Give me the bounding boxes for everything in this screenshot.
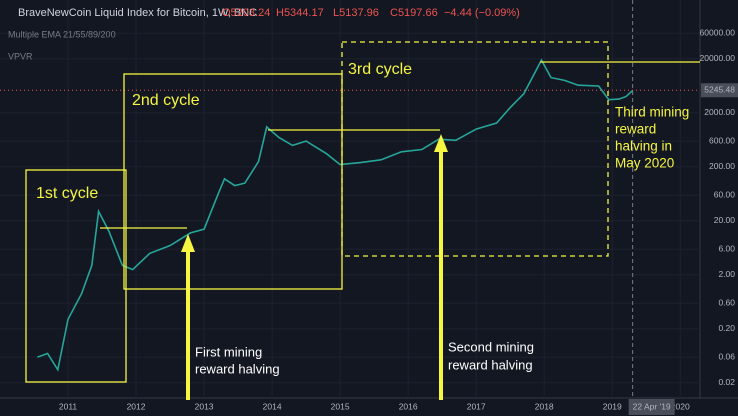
ohlc-value: H5344.17 (276, 7, 324, 19)
y-tick-label: 20.00 (714, 215, 736, 225)
y-tick-label: 0.06 (718, 351, 735, 361)
x-tick-label: 2012 (127, 401, 146, 411)
x-tick-label: 2015 (331, 401, 350, 411)
y-tick-label: 0.60 (718, 297, 735, 307)
annotation: 2nd cycle (132, 92, 200, 109)
arrow-shaft (186, 250, 190, 400)
x-tick-label: 2011 (59, 401, 78, 411)
arrows (181, 134, 448, 400)
chart-title: BraveNewCoin Liquid Index for Bitcoin, 1… (18, 7, 257, 19)
annotation: May 2020 (615, 156, 674, 171)
price-line (37, 58, 634, 372)
x-tick-label: 2013 (195, 401, 214, 411)
annotation: First mining (195, 344, 262, 359)
y-tick-label: 600.00 (709, 135, 735, 145)
y-tick-label: 2000.00 (704, 107, 735, 117)
x-tick-label: 2020 (671, 401, 690, 411)
annotation: reward (615, 122, 656, 137)
last-price-label: 5245.48 (704, 84, 735, 94)
y-tick-label: 0.02 (718, 377, 735, 387)
ohlc-value: L5137.96 (333, 7, 379, 19)
cycle-box (341, 41, 609, 257)
x-tick-label: 2014 (263, 401, 282, 411)
crosshair-box (628, 399, 675, 415)
y-tick-label: 60.00 (714, 189, 736, 199)
annotations (25, 41, 700, 383)
annotation: reward halving (448, 357, 533, 372)
y-tick-label: 6.00 (718, 243, 735, 253)
cycle-box (25, 169, 127, 383)
ohlc-change: −4.44 (−0.09%) (444, 7, 520, 19)
y-tick-label: 20000.00 (700, 53, 736, 63)
ohlc-value: O5203.24 (222, 7, 270, 19)
annotation: reward halving (195, 361, 280, 376)
annotation: 1st cycle (36, 185, 98, 202)
ohlc-value: C5197.66 (390, 7, 438, 19)
annotation: Second mining (448, 339, 534, 354)
y-tick-label: 2.00 (718, 269, 735, 279)
x-tick-label: 2016 (399, 401, 418, 411)
annotation: Third mining (615, 105, 689, 120)
y-tick-label: 200.00 (709, 161, 735, 171)
plot-area (0, 0, 700, 398)
arrow-head (181, 234, 195, 252)
x-tick-label: 2017 (467, 401, 486, 411)
arrow-head (434, 134, 448, 152)
indicator-label[interactable]: VPVR (8, 51, 33, 61)
annotation: halving in (615, 139, 672, 154)
annotation: 3rd cycle (348, 61, 412, 78)
x-tick-label: 2018 (535, 401, 554, 411)
y-tick-label: 60000.00 (700, 27, 736, 37)
arrow-shaft (439, 150, 443, 400)
crosshair-label: 22 Apr '19 (633, 401, 671, 411)
indicator-label[interactable]: Multiple EMA 21/55/89/200 (8, 29, 116, 39)
y-tick-label: 0.20 (718, 323, 735, 333)
last-price-box (701, 83, 738, 98)
x-tick-label: 2019 (603, 401, 622, 411)
